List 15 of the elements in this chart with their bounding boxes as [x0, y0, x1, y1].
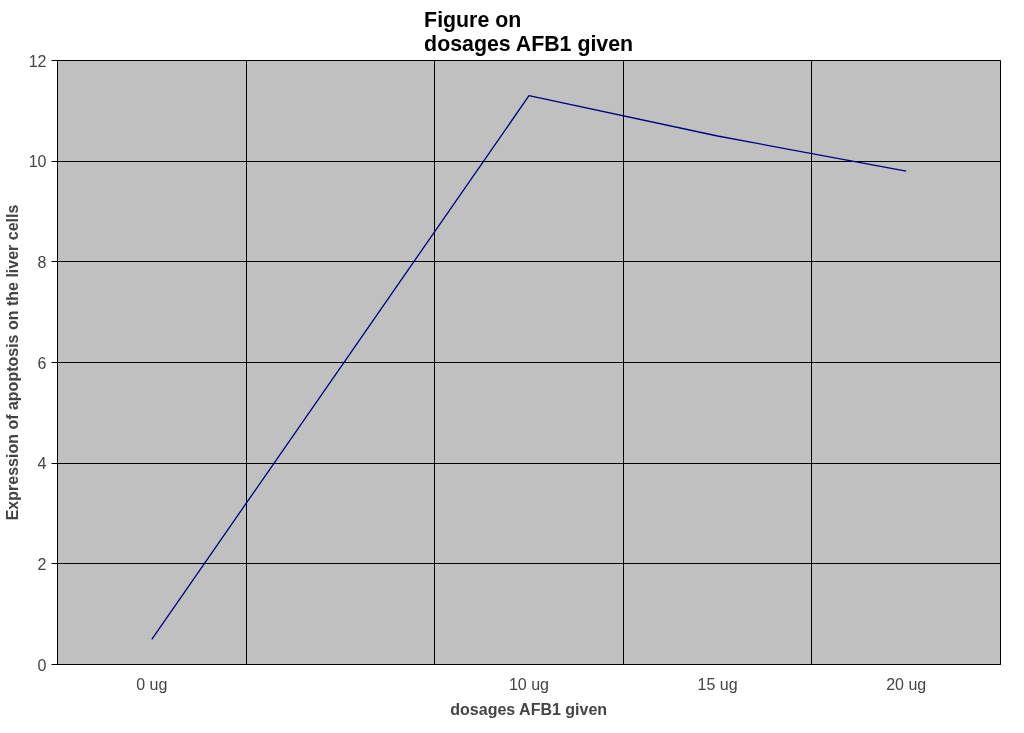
y-tick-label: 8: [37, 253, 47, 271]
y-tick-label: 12: [28, 52, 47, 70]
y-tick-label: 0: [37, 656, 47, 674]
y-tick-label: 10: [28, 153, 47, 171]
y-axis-title: Expression of apoptosis on the liver cells: [3, 204, 21, 521]
x-tick-label: 15 ug: [697, 675, 738, 693]
y-tick-label: 2: [37, 555, 47, 573]
chart-title: Figure on dosages AFB1 given: [424, 7, 634, 56]
y-tick-label: 6: [37, 354, 47, 372]
x-tick-label: 0 ug: [136, 675, 168, 693]
x-axis-title: dosages AFB1 given: [450, 700, 608, 718]
x-tick-label: 20 ug: [886, 675, 927, 693]
y-tick-label: 4: [37, 455, 47, 473]
x-tick-label: 10 ug: [508, 675, 550, 693]
line-series: [151, 95, 907, 640]
